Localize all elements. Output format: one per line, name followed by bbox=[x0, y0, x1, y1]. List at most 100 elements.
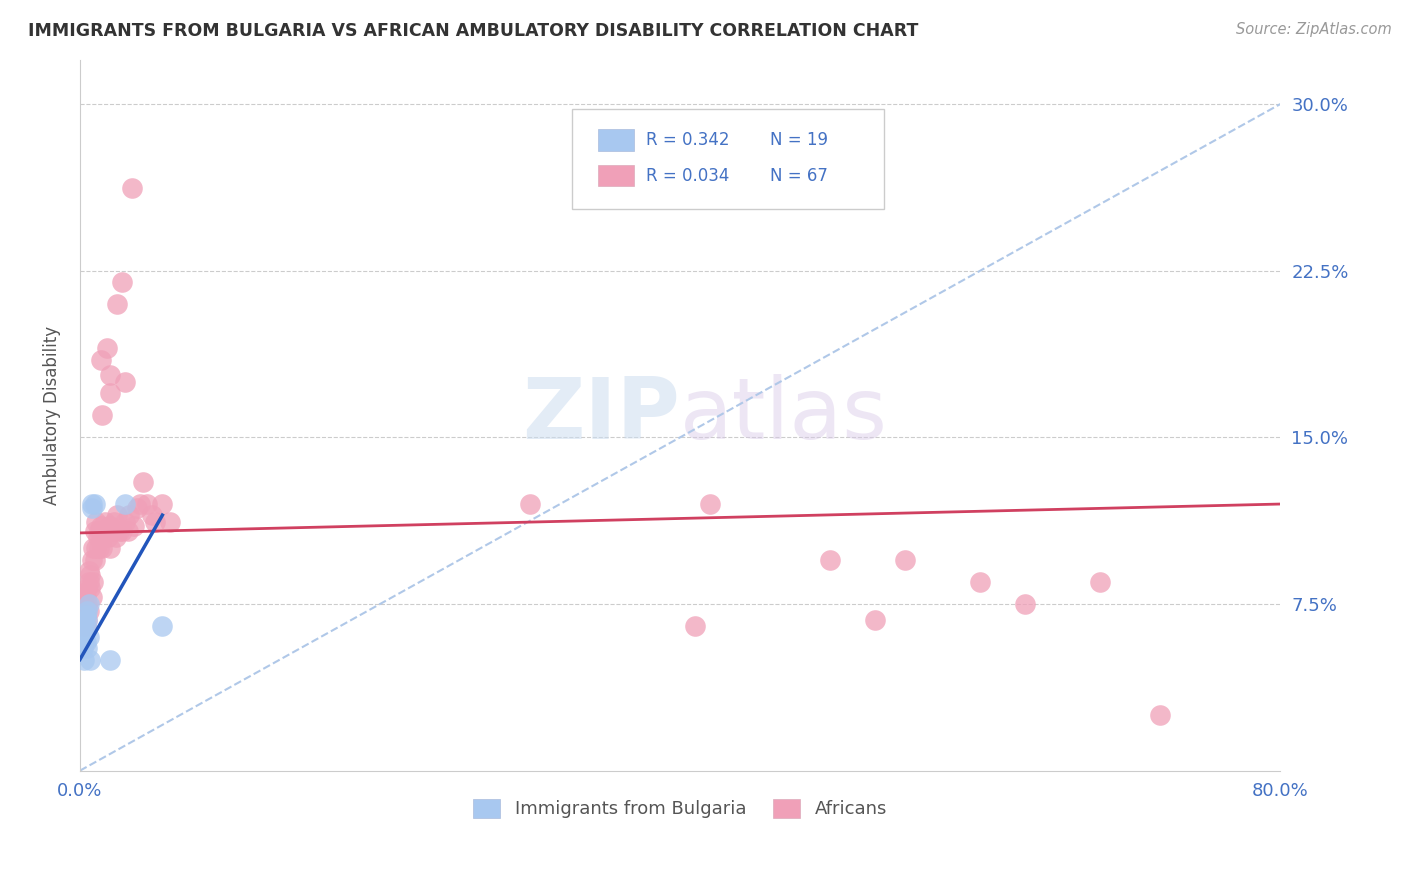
Point bbox=[72, 624, 94, 638]
Text: atlas: atlas bbox=[681, 374, 889, 457]
Point bbox=[96, 524, 118, 538]
Text: R = 0.034: R = 0.034 bbox=[647, 167, 730, 185]
Point bbox=[76, 613, 98, 627]
Point bbox=[683, 619, 706, 633]
Point bbox=[70, 619, 93, 633]
Point bbox=[80, 501, 103, 516]
Point bbox=[80, 591, 103, 605]
Text: IMMIGRANTS FROM BULGARIA VS AFRICAN AMBULATORY DISABILITY CORRELATION CHART: IMMIGRANTS FROM BULGARIA VS AFRICAN AMBU… bbox=[28, 22, 918, 40]
Text: Source: ZipAtlas.com: Source: ZipAtlas.com bbox=[1236, 22, 1392, 37]
Point bbox=[98, 368, 121, 383]
Point bbox=[75, 591, 97, 605]
Point bbox=[76, 597, 98, 611]
Point bbox=[1090, 574, 1112, 589]
Point bbox=[98, 541, 121, 556]
Point bbox=[75, 619, 97, 633]
Point bbox=[70, 631, 93, 645]
Point bbox=[76, 641, 98, 656]
Point bbox=[118, 508, 141, 523]
Point bbox=[152, 497, 174, 511]
Point bbox=[82, 574, 104, 589]
Point bbox=[894, 552, 917, 566]
Point bbox=[91, 541, 114, 556]
Point bbox=[125, 501, 148, 516]
Point bbox=[73, 613, 96, 627]
Point bbox=[72, 608, 94, 623]
Point bbox=[93, 524, 115, 538]
Bar bbox=[599, 165, 634, 186]
Point bbox=[128, 497, 150, 511]
Point bbox=[117, 524, 139, 538]
Point bbox=[103, 515, 125, 529]
Point bbox=[94, 515, 117, 529]
Point bbox=[83, 552, 105, 566]
Point bbox=[863, 613, 886, 627]
Point bbox=[969, 574, 991, 589]
Point bbox=[136, 497, 159, 511]
Text: R = 0.342: R = 0.342 bbox=[647, 131, 730, 149]
Point bbox=[1014, 597, 1036, 611]
Point bbox=[111, 524, 134, 538]
Point bbox=[114, 375, 136, 389]
Point bbox=[75, 635, 97, 649]
Point bbox=[1149, 708, 1171, 723]
Point bbox=[89, 524, 111, 538]
Point bbox=[101, 524, 124, 538]
Point bbox=[122, 519, 145, 533]
Point bbox=[77, 631, 100, 645]
Point bbox=[79, 568, 101, 582]
Point bbox=[72, 635, 94, 649]
Point bbox=[83, 524, 105, 538]
Point bbox=[90, 352, 112, 367]
Point bbox=[87, 530, 110, 544]
Point bbox=[86, 541, 108, 556]
Point bbox=[77, 564, 100, 578]
Point bbox=[98, 519, 121, 533]
Point bbox=[72, 604, 94, 618]
Point bbox=[86, 515, 108, 529]
Point bbox=[114, 497, 136, 511]
Point bbox=[75, 604, 97, 618]
Point bbox=[79, 652, 101, 666]
Point bbox=[90, 519, 112, 533]
Point bbox=[97, 530, 120, 544]
Point bbox=[76, 613, 98, 627]
Point bbox=[699, 497, 721, 511]
Point bbox=[121, 181, 143, 195]
Point bbox=[105, 297, 128, 311]
Bar bbox=[599, 129, 634, 151]
Point bbox=[108, 524, 131, 538]
Point bbox=[519, 497, 541, 511]
Point bbox=[91, 530, 114, 544]
Point bbox=[80, 497, 103, 511]
Text: ZIP: ZIP bbox=[523, 374, 681, 457]
Point bbox=[72, 641, 94, 656]
Point bbox=[98, 385, 121, 400]
FancyBboxPatch shape bbox=[572, 110, 884, 209]
Point bbox=[80, 552, 103, 566]
Point bbox=[79, 582, 101, 596]
Point bbox=[132, 475, 155, 489]
Point bbox=[77, 597, 100, 611]
Point bbox=[91, 408, 114, 422]
Point bbox=[159, 515, 181, 529]
Point bbox=[104, 530, 127, 544]
Point bbox=[73, 597, 96, 611]
Point bbox=[76, 582, 98, 596]
Point bbox=[818, 552, 841, 566]
Point bbox=[98, 652, 121, 666]
Point bbox=[73, 586, 96, 600]
Point bbox=[76, 604, 98, 618]
Point bbox=[73, 631, 96, 645]
Point bbox=[143, 515, 166, 529]
Point bbox=[96, 342, 118, 356]
Point bbox=[111, 275, 134, 289]
Point bbox=[105, 508, 128, 523]
Point bbox=[75, 619, 97, 633]
Point bbox=[82, 541, 104, 556]
Point bbox=[141, 508, 163, 523]
Point bbox=[114, 515, 136, 529]
Point bbox=[75, 608, 97, 623]
Point bbox=[83, 497, 105, 511]
Point bbox=[152, 619, 174, 633]
